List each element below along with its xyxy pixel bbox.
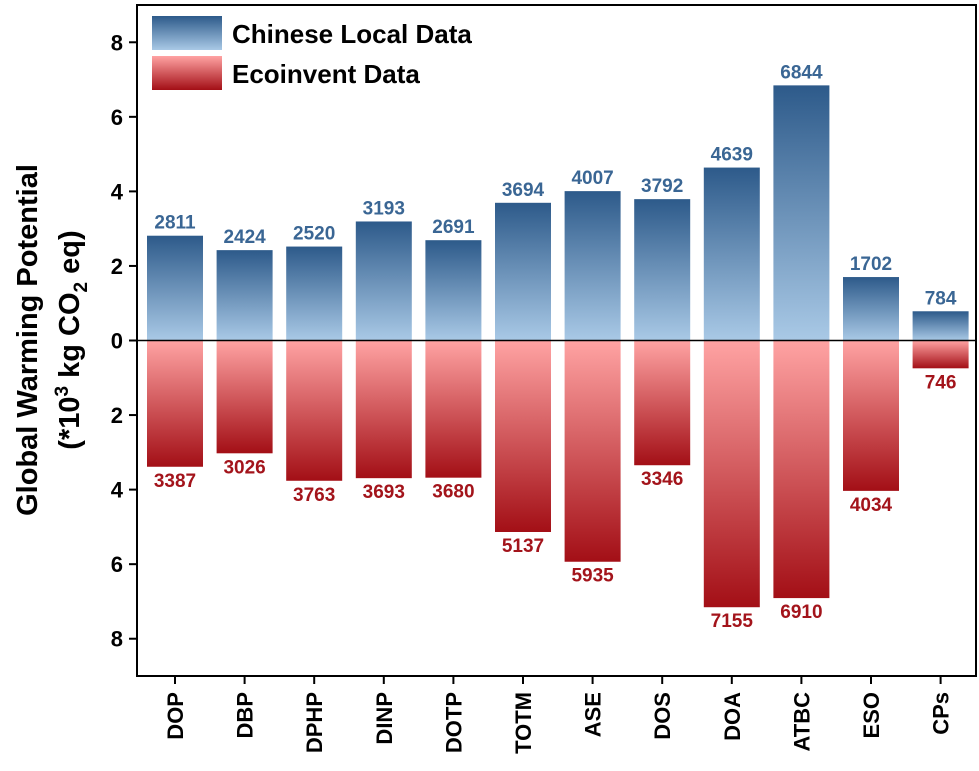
bar-labels-group: 2811 3387 2424 3026 2520 3763 3193 3693 2691 3680… — [154, 62, 957, 632]
data-label-ecoinvent-cps: 746 — [925, 372, 957, 393]
data-label-chinese-local-atbc: 6844 — [780, 62, 823, 83]
legend-label-ecoinvent: Ecoinvent Data — [232, 59, 420, 89]
bar-ecoinvent-dbp — [216, 340, 273, 454]
bar-ecoinvent-dos — [634, 340, 691, 466]
legend-swatch-ecoinvent — [152, 56, 222, 90]
data-label-chinese-local-eso: 1702 — [850, 254, 892, 275]
y-tick-label: 4 — [111, 179, 124, 204]
data-label-ecoinvent-dinp: 3693 — [363, 482, 405, 503]
legend-label-chinese-local: Chinese Local Data — [232, 19, 472, 49]
bar-chinese-local-eso — [843, 277, 899, 341]
data-label-ecoinvent-dop: 3387 — [154, 471, 196, 492]
data-label-chinese-local-dbp: 2424 — [223, 227, 266, 248]
data-label-ecoinvent-totm: 5137 — [502, 536, 544, 557]
y-tick-label: 8 — [111, 30, 123, 55]
x-category-label-doa: DOA — [720, 692, 745, 741]
bar-chinese-local-dinp — [355, 221, 412, 341]
bar-ecoinvent-eso — [843, 340, 899, 491]
bar-chinese-local-doa — [703, 167, 760, 341]
data-label-chinese-local-doa: 4639 — [711, 145, 753, 166]
data-label-ecoinvent-dbp: 3026 — [223, 457, 265, 478]
y-axis: 8 6 4 2 0 2 4 6 8 — [111, 30, 137, 652]
data-label-ecoinvent-ase: 5935 — [571, 566, 614, 587]
y-axis-title-line1: Global Warming Potential — [12, 164, 44, 516]
x-category-label-totm: TOTM — [511, 692, 536, 754]
y-tick-label: 2 — [111, 403, 123, 428]
y-tick-label: 6 — [111, 552, 123, 577]
legend: Chinese Local Data Ecoinvent Data — [152, 16, 472, 90]
data-label-ecoinvent-dphp: 3763 — [293, 485, 335, 506]
y-tick-label: 4 — [111, 478, 124, 503]
bar-ecoinvent-dotp — [425, 340, 482, 478]
bar-chinese-local-cps — [912, 311, 969, 341]
bar-ecoinvent-doa — [703, 340, 760, 608]
legend-swatch-chinese-local — [152, 16, 222, 50]
y-tick-label: 8 — [111, 627, 123, 652]
bar-chinese-local-dbp — [216, 250, 273, 341]
data-label-ecoinvent-doa: 7155 — [711, 611, 754, 632]
data-label-ecoinvent-dotp: 3680 — [432, 482, 474, 503]
data-label-ecoinvent-eso: 4034 — [850, 495, 893, 516]
x-category-label-dop: DOP — [163, 692, 188, 740]
y-axis-title-line2: (*103 kg CO2 eq) — [52, 230, 92, 449]
bar-ecoinvent-totm — [495, 340, 551, 532]
bar-ecoinvent-dphp — [286, 340, 343, 481]
y-tick-label: 6 — [111, 105, 123, 130]
x-category-label-eso: ESO — [859, 692, 884, 738]
bar-ecoinvent-ase — [564, 340, 621, 562]
data-label-chinese-local-dop: 2811 — [154, 213, 196, 234]
data-label-chinese-local-cps: 784 — [925, 288, 957, 309]
bars-group — [147, 85, 969, 608]
bar-ecoinvent-atbc — [773, 340, 830, 599]
bar-chinese-local-dphp — [286, 246, 343, 341]
bar-ecoinvent-cps — [912, 340, 969, 369]
y-tick-label: 2 — [111, 254, 123, 279]
data-label-chinese-local-dinp: 3193 — [363, 198, 405, 219]
bar-ecoinvent-dop — [147, 340, 203, 467]
x-category-label-dbp: DBP — [233, 692, 258, 738]
x-category-label-ase: ASE — [581, 692, 606, 737]
bar-chinese-local-dos — [634, 199, 691, 341]
data-label-chinese-local-dotp: 2691 — [432, 217, 475, 238]
data-label-ecoinvent-dos: 3346 — [641, 469, 683, 490]
bar-chinese-local-atbc — [773, 85, 830, 341]
x-category-label-cps: CPs — [929, 692, 954, 735]
data-label-chinese-local-totm: 3694 — [502, 180, 545, 201]
bar-chinese-local-dotp — [425, 240, 482, 341]
y-tick-label: 0 — [111, 329, 123, 354]
data-label-chinese-local-ase: 4007 — [571, 168, 613, 189]
data-label-chinese-local-dphp: 2520 — [293, 224, 335, 245]
x-axis: DOP DBP DPHP DINP DOTP TOTM ASE DOS DOA ATBC ESO CP… — [163, 676, 954, 754]
x-category-label-dotp: DOTP — [441, 692, 466, 753]
x-category-label-dphp: DPHP — [302, 692, 327, 753]
bar-chinese-local-totm — [495, 202, 551, 341]
bar-chinese-local-dop — [147, 235, 203, 341]
data-label-ecoinvent-atbc: 6910 — [780, 602, 822, 623]
x-category-label-atbc: ATBC — [789, 692, 814, 752]
bar-chinese-local-ase — [564, 191, 621, 341]
x-category-label-dinp: DINP — [372, 692, 397, 745]
bar-ecoinvent-dinp — [355, 340, 412, 479]
x-category-label-dos: DOS — [650, 692, 675, 740]
data-label-chinese-local-dos: 3792 — [641, 176, 683, 197]
